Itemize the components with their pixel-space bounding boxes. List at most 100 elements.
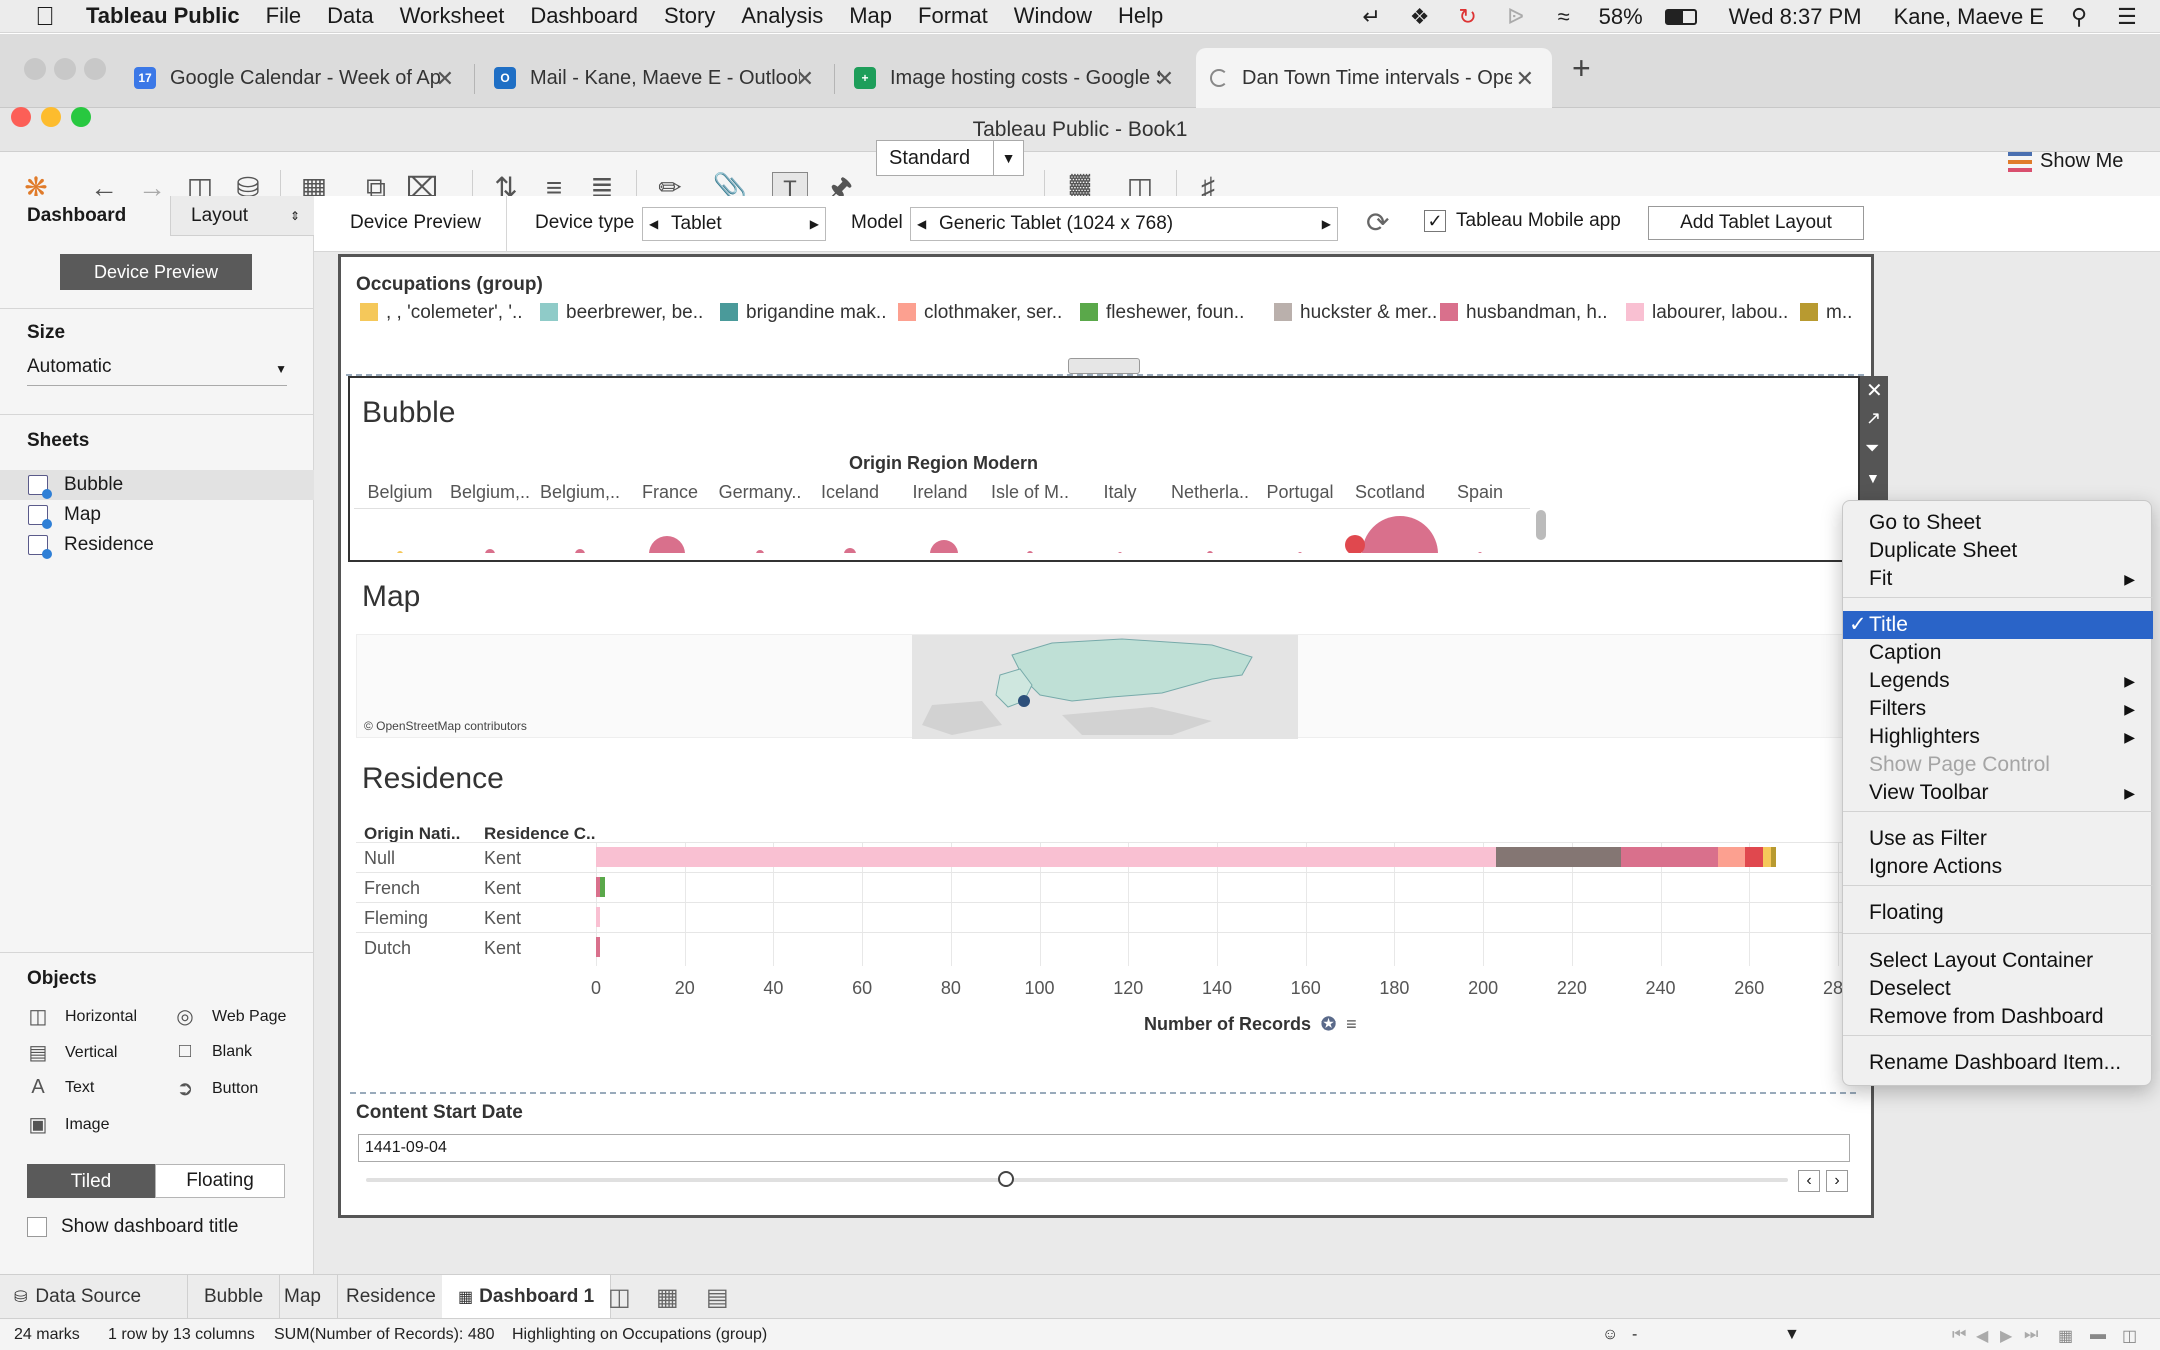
notification-center-icon[interactable]: ☰ [2117,3,2137,29]
fit-dropdown[interactable]: Standard ▼ [876,140,1024,176]
bubble-mark[interactable] [1118,552,1122,553]
menu-app-name[interactable]: Tableau Public [86,3,240,28]
next-page-icon[interactable]: ▶ [2000,1328,2013,1345]
device-preview-button[interactable]: Device Preview [60,254,252,290]
menu-item-go-to-sheet[interactable]: Go to Sheet [1843,509,2153,537]
fit-width-icon[interactable]: ▓ [1069,172,1091,203]
menu-item-duplicate-sheet[interactable]: Duplicate Sheet [1843,537,2153,565]
row-origin-nation[interactable]: French [364,878,421,898]
size-dropdown[interactable]: Automatic ▼ [27,356,287,386]
object-blank[interactable]: □ Blank [174,1040,252,1063]
bubble-column-header[interactable]: Isle of M.. [990,482,1070,502]
menu-item-view-toolbar[interactable]: View Toolbar ▶ [1843,779,2153,807]
menu-map[interactable]: Map [849,3,893,28]
date-slider-thumb[interactable] [997,1171,1014,1187]
date-step-forward-button[interactable]: › [1826,1170,1848,1192]
menu-analysis[interactable]: Analysis [741,3,824,28]
menu-item-use-as-filter[interactable]: Use as Filter [1843,825,2153,853]
previous-page-icon[interactable]: ◀ [1976,1328,1989,1345]
bubble-column-header[interactable]: Belgium,.. [449,482,531,502]
row-origin-nation[interactable]: Fleming [364,908,429,928]
inactive-zoom-light[interactable] [84,58,106,80]
bubble-column-header[interactable]: Ireland [912,482,968,502]
first-page-icon[interactable]: ⏮ [1952,1326,1967,1343]
tab-dashboard-1[interactable]: ▦ Dashboard 1 [442,1275,612,1319]
legend-item[interactable]: fleshewer, foun.. [1080,302,1244,324]
tab-layout[interactable]: Layout ⇕ [170,196,314,236]
menu-item-caption[interactable]: Caption [1843,639,2153,667]
menu-item-select-layout-container[interactable]: Select Layout Container [1843,947,2153,975]
sort-icon[interactable]: ≡ [1346,1014,1357,1034]
bar-segment[interactable] [1771,847,1776,867]
menu-worksheet[interactable]: Worksheet [399,3,505,28]
date-filter-input[interactable]: 1441-09-04 [358,1134,1850,1162]
menu-window[interactable]: Window [1013,3,1092,28]
legend-item[interactable]: m.. [1800,302,1852,324]
bubble-mark[interactable] [1362,516,1438,553]
window-zoom-button[interactable] [71,107,91,127]
new-worksheet-icon[interactable]: ◫ [608,1284,631,1311]
menu-dashboard[interactable]: Dashboard [530,3,638,28]
row-origin-nation[interactable]: Null [364,848,396,868]
bubble-column-header[interactable]: Germany.. [718,482,802,502]
floating-toggle[interactable]: Floating [155,1164,285,1198]
menu-item-title[interactable]: ✓ Title [1843,611,2153,639]
last-page-icon[interactable]: ⏭ [2024,1326,2039,1343]
bubble-scrollbar[interactable] [1536,510,1546,540]
window-close-button[interactable] [11,107,31,127]
legend-item[interactable]: beerbrewer, be.. [540,302,703,324]
resize-handle[interactable] [1068,358,1140,374]
bubble-mark[interactable] [756,550,764,553]
sort-ascending-icon[interactable]: ≡ [545,172,563,203]
new-dashboard-icon[interactable]: ▦ [656,1284,679,1311]
menu-help[interactable]: Help [1117,3,1164,28]
bubble-view-container[interactable] [348,376,1860,562]
more-options-icon[interactable]: ▼ [1866,470,1880,486]
axis-title[interactable]: Number of Records ✪ ≡ [1144,1014,1357,1035]
bubble-mark[interactable] [575,549,585,553]
bubble-mark[interactable] [1027,551,1033,553]
menu-item-deselect[interactable]: Deselect [1843,975,2153,1003]
menu-data[interactable]: Data [327,3,374,28]
bubble-mark[interactable] [930,540,958,553]
window-minimize-button[interactable] [41,107,61,127]
duplicate-sheet-icon[interactable]: ⧉ [366,172,386,203]
row-residence-county[interactable]: Kent [484,878,522,898]
show-me-button[interactable]: Show Me [2008,150,2123,173]
user-dropdown[interactable]: - ▼ [1632,1326,1800,1343]
bar-segment[interactable] [600,877,605,897]
legend-item[interactable]: brigandine mak.. [720,302,886,324]
menu-item-fit[interactable]: Fit ▶ [1843,565,2153,593]
close-tab-icon[interactable]: ✕ [795,66,814,91]
menu-item-ignore-actions[interactable]: Ignore Actions [1843,853,2153,881]
bubble-mark[interactable] [844,548,856,553]
rotate-device-icon[interactable]: ⟳ [1366,207,1390,238]
bubble-mark[interactable] [649,536,685,553]
inactive-minimize-light[interactable] [54,58,76,80]
new-data-source-icon[interactable]: ⛁ [236,172,260,203]
bar-segment[interactable] [596,907,601,927]
menu-format[interactable]: Format [918,3,988,28]
show-dashboard-title-checkbox[interactable]: Show dashboard title [27,1216,238,1238]
world-map[interactable] [912,635,1298,739]
bubble-column-header[interactable]: Portugal [1266,482,1334,502]
use-as-filter-icon[interactable]: ⏷ [1865,438,1880,458]
menu-item-remove-from-dashboard[interactable]: Remove from Dashboard [1843,1003,2153,1031]
tab-residence[interactable]: Residence [330,1275,453,1319]
bar-segment[interactable] [596,937,601,957]
swap-rows-columns-icon[interactable]: ⇅ [494,172,518,203]
row-residence-county[interactable]: Kent [484,848,522,868]
bar-segment[interactable] [596,847,1497,867]
bluetooth-icon[interactable]: ᐉ [1507,3,1525,29]
user-name[interactable]: Kane, Maeve E [1893,3,2044,29]
bar-segment[interactable] [1762,847,1772,867]
bar-segment[interactable] [1744,847,1763,867]
col-header-origin-nation[interactable]: Origin Nati.. [364,824,461,843]
sheet-item-residence[interactable]: Residence [0,530,314,560]
close-tab-icon[interactable]: ✕ [1515,66,1534,91]
legend-item[interactable]: labourer, labou.. [1626,302,1788,324]
tab-map[interactable]: Map [268,1275,338,1319]
date-step-back-button[interactable]: ‹ [1798,1170,1820,1192]
col-header-residence-county[interactable]: Residence C.. [484,824,596,843]
bubble-mark[interactable] [1345,535,1365,553]
